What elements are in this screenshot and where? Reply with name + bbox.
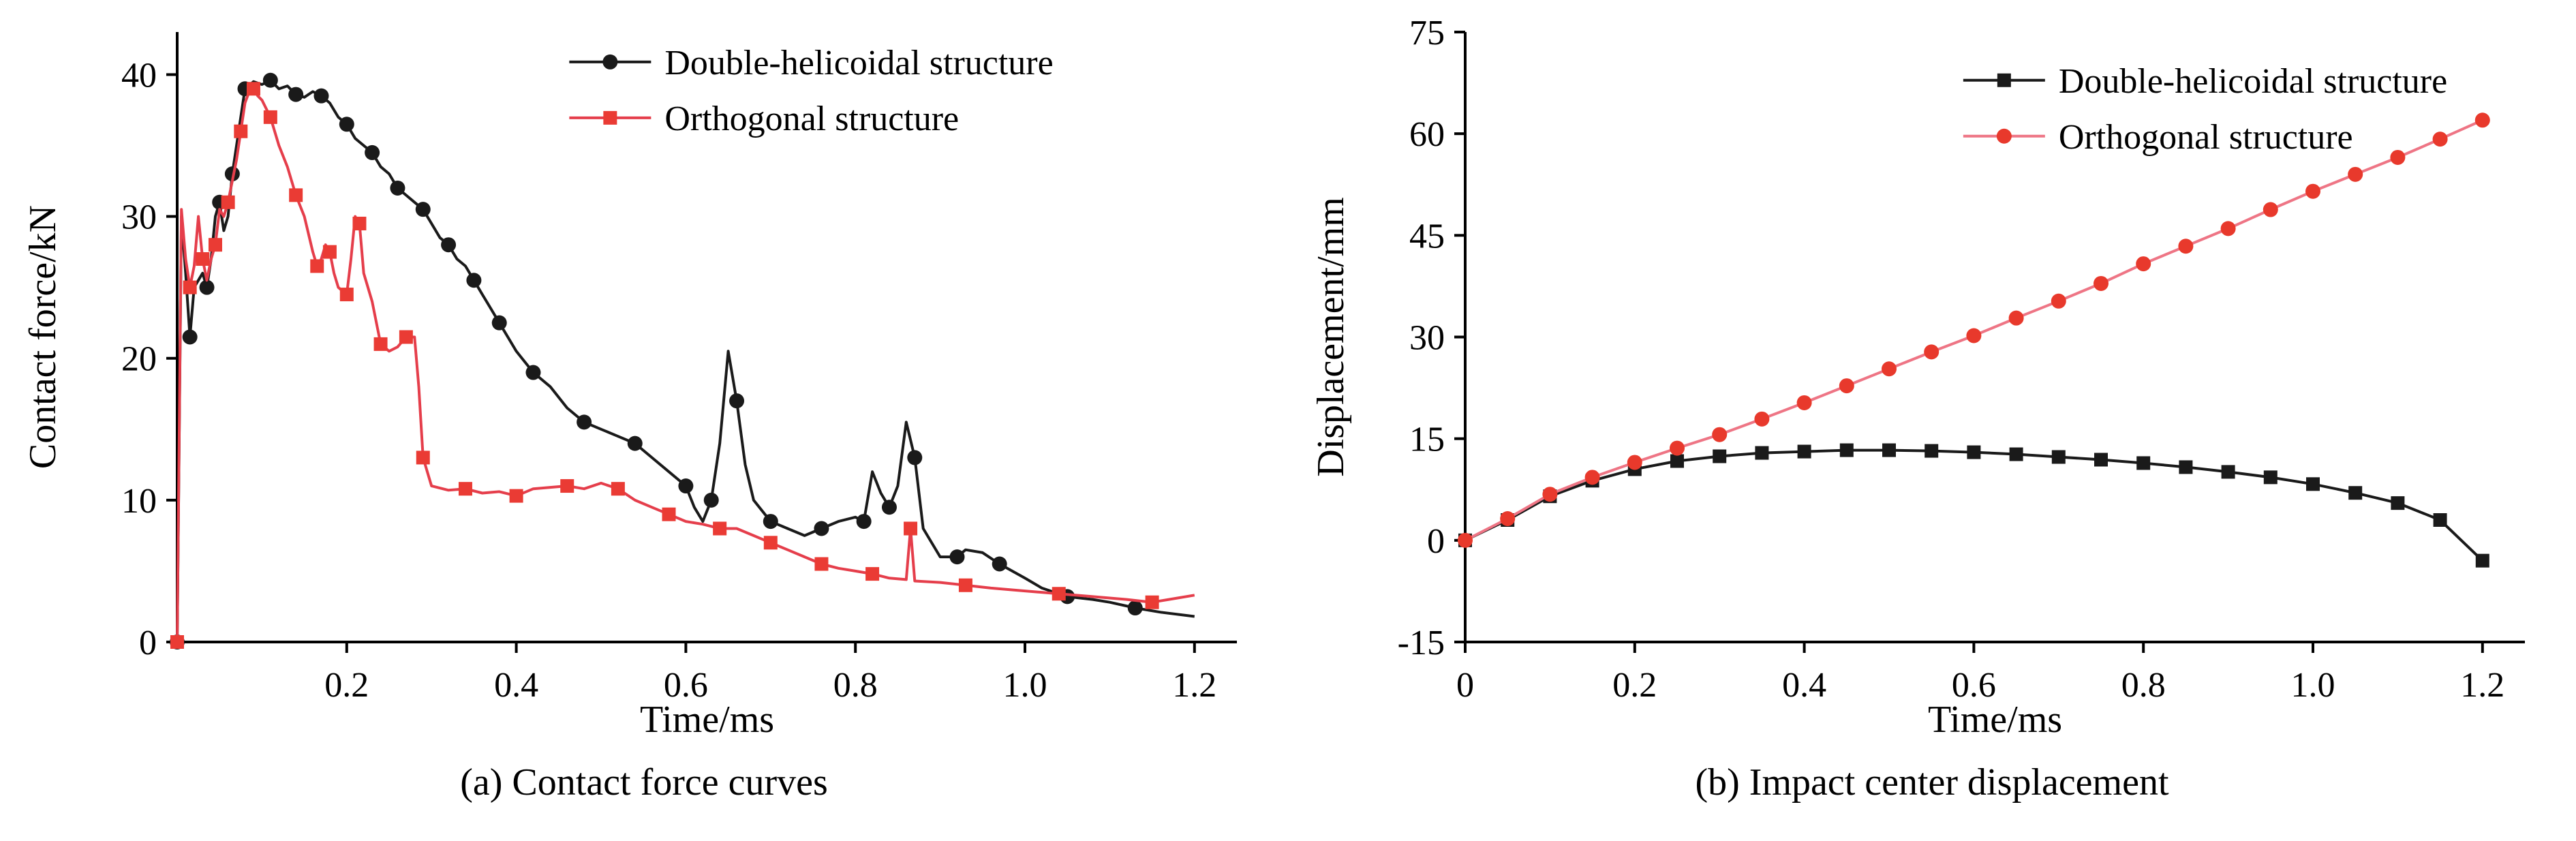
svg-text:15: 15 [1409,420,1445,459]
svg-text:0.6: 0.6 [664,666,708,705]
svg-text:0.8: 0.8 [833,666,878,705]
svg-text:0.2: 0.2 [324,666,369,705]
svg-text:1.2: 1.2 [2460,666,2504,705]
svg-text:Displacement/mm: Displacement/mm [1310,197,1352,477]
svg-text:Orthogonal structure: Orthogonal structure [664,100,959,138]
svg-text:60: 60 [1409,115,1445,154]
svg-text:0.4: 0.4 [1782,666,1826,705]
svg-text:0: 0 [139,624,157,662]
svg-text:20: 20 [121,340,157,379]
svg-text:Double-helicoidal structure: Double-helicoidal structure [664,44,1053,82]
panel-b: 0 0.2 0.4 0.6 0.8 1.0 1.2 -15 0 15 30 45 60 75 Time/ms… [1288,0,2576,841]
svg-text:75: 75 [1409,14,1445,52]
svg-text:0: 0 [1427,522,1445,561]
svg-text:40: 40 [121,56,157,95]
panel-a: 0.2 0.4 0.6 0.8 1.0 1.2 0 10 20 30 40 Time/ms Contac… [22,32,1237,804]
svg-text:10: 10 [121,482,157,521]
svg-text:Time/ms: Time/ms [640,699,774,741]
svg-text:1.0: 1.0 [2291,666,2335,705]
svg-text:Contact force/kN: Contact force/kN [22,205,64,469]
svg-text:1.0: 1.0 [1003,666,1047,705]
svg-text:0.4: 0.4 [494,666,538,705]
svg-text:30: 30 [1409,319,1445,358]
svg-text:Orthogonal structure: Orthogonal structure [2059,118,2353,157]
svg-text:-15: -15 [1398,624,1445,662]
caption-b: (b) Impact center displacement [1695,761,2169,804]
svg-text:0.6: 0.6 [1952,666,1996,705]
svg-text:Double-helicoidal structure: Double-helicoidal structure [2059,62,2447,101]
svg-text:Time/ms: Time/ms [1928,699,2062,741]
svg-text:45: 45 [1409,217,1445,256]
svg-text:0.2: 0.2 [1612,666,1657,705]
svg-text:1.2: 1.2 [1172,666,1216,705]
svg-text:0: 0 [1456,666,1474,705]
contact-force-chart: 0.2 0.4 0.6 0.8 1.0 1.2 0 10 20 30 40 Time/ms Contac… [22,32,1237,741]
svg-text:30: 30 [121,198,157,237]
displacement-chart: 0 0.2 0.4 0.6 0.8 1.0 1.2 -15 0 15 30 45 60 75 Time/ms… [1310,14,2525,741]
caption-a: (a) Contact force curves [460,761,828,804]
svg-text:0.8: 0.8 [2121,666,2166,705]
